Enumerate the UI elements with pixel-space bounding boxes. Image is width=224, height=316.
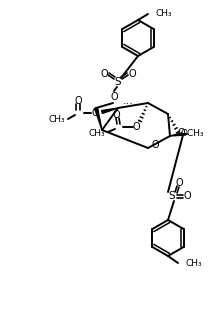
Text: S: S bbox=[115, 77, 121, 87]
Text: O: O bbox=[91, 108, 99, 118]
Text: CH₃: CH₃ bbox=[88, 129, 105, 137]
Text: O: O bbox=[112, 110, 120, 120]
Text: CH₃: CH₃ bbox=[155, 9, 172, 17]
Polygon shape bbox=[170, 133, 182, 136]
Text: O: O bbox=[100, 69, 108, 79]
Text: O: O bbox=[128, 69, 136, 79]
Text: O: O bbox=[132, 122, 140, 132]
Text: ···: ··· bbox=[123, 99, 134, 109]
Text: O: O bbox=[177, 128, 185, 138]
Polygon shape bbox=[102, 108, 118, 113]
Text: O: O bbox=[110, 92, 118, 102]
Text: S: S bbox=[169, 191, 175, 201]
Text: CH₃: CH₃ bbox=[185, 259, 202, 269]
Polygon shape bbox=[95, 108, 102, 130]
Text: CH₃: CH₃ bbox=[48, 116, 65, 125]
Text: O: O bbox=[183, 191, 191, 201]
Text: O: O bbox=[175, 178, 183, 188]
Text: OCH₃: OCH₃ bbox=[180, 130, 204, 138]
Text: O: O bbox=[151, 140, 159, 150]
Text: O: O bbox=[74, 96, 82, 106]
